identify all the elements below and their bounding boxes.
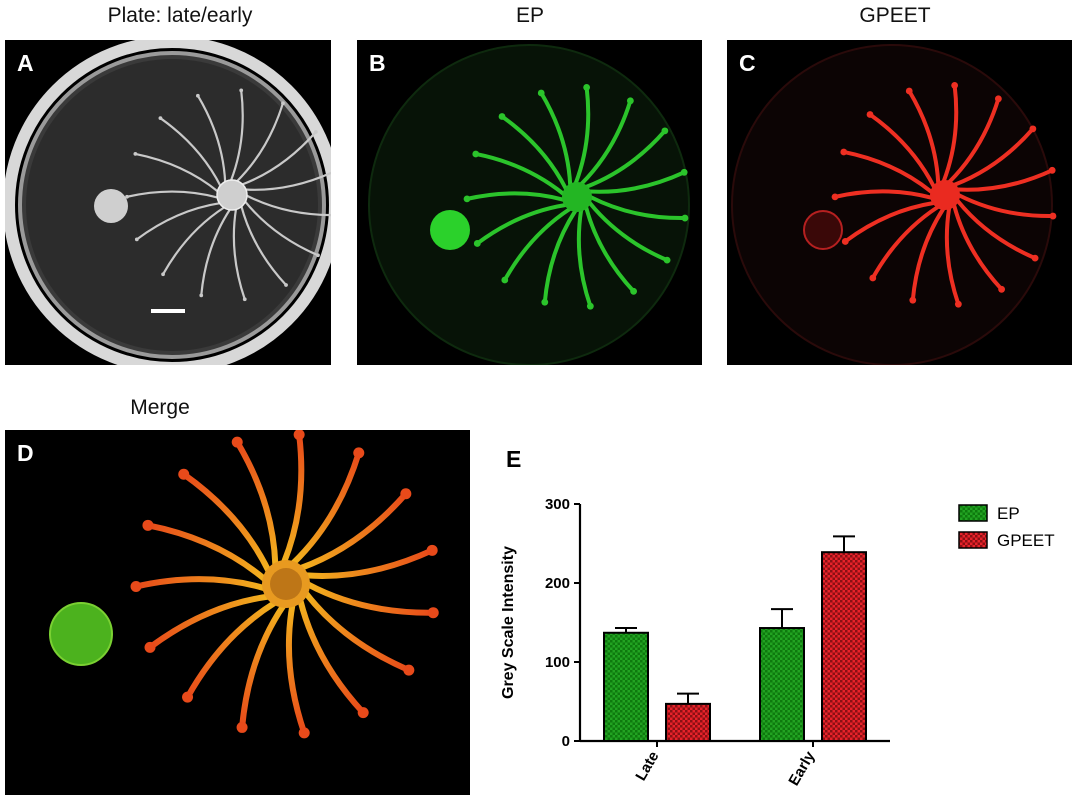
branch — [542, 208, 578, 305]
bar-ep-early — [759, 627, 805, 742]
branch — [870, 205, 940, 280]
branch — [576, 208, 593, 309]
branch — [502, 207, 572, 282]
plate-d-branches — [130, 430, 439, 739]
plate-gpeet-graphic — [731, 44, 1057, 365]
branch — [196, 94, 227, 184]
branch — [573, 85, 591, 186]
branch — [232, 207, 246, 301]
branch — [180, 471, 272, 574]
panel-c-title: GPEET — [859, 4, 931, 27]
branch — [298, 490, 409, 571]
branch — [956, 193, 1055, 219]
y-axis-label: Grey Scale Intensity — [500, 546, 517, 699]
branch — [281, 431, 305, 566]
legend-label-gpeet: GPEET — [997, 531, 1055, 550]
branch — [907, 88, 941, 185]
branch — [304, 581, 437, 616]
branch — [473, 151, 566, 196]
branch — [134, 152, 220, 193]
branch — [234, 439, 279, 568]
branch — [285, 602, 308, 736]
branch — [841, 149, 934, 194]
panel-d-letter: D — [17, 440, 34, 466]
branch — [952, 203, 1004, 292]
branch — [244, 194, 331, 217]
branch — [133, 576, 268, 592]
panel-a-letter: A — [17, 50, 34, 76]
branch — [584, 128, 667, 189]
branch — [955, 168, 1055, 192]
branch — [159, 117, 222, 188]
bar-chart: 0 100 200 300 Grey Scale Intensity Late Early E… — [500, 496, 1055, 789]
branch — [579, 98, 633, 186]
branch — [588, 195, 687, 221]
branch — [539, 90, 573, 187]
branch — [184, 599, 278, 701]
branch — [587, 170, 687, 194]
panel-c-image: C — [727, 40, 1072, 365]
panel-b-title: EP — [515, 4, 544, 27]
branch — [229, 89, 244, 183]
panel-e-letter: E — [506, 446, 522, 472]
branch — [240, 130, 317, 186]
panel-a-title: Plate: late/early — [107, 4, 253, 27]
branch — [161, 205, 226, 276]
x-tick-label: Late — [632, 749, 662, 784]
branch — [200, 207, 232, 297]
y-tick-label: 300 — [545, 496, 570, 513]
branch — [584, 205, 636, 294]
branch — [952, 126, 1035, 187]
panel-d-title: Merge — [130, 396, 190, 419]
branch — [910, 206, 946, 303]
branch — [147, 593, 271, 651]
y-tick-label: 200 — [545, 575, 570, 592]
branch — [125, 190, 220, 199]
legend-label-ep: EP — [997, 504, 1020, 523]
bar-ep-late — [603, 631, 649, 743]
y-tick-label: 0 — [562, 733, 570, 750]
branch — [947, 96, 1001, 184]
plate-ep-graphic — [368, 44, 690, 365]
branch — [944, 206, 961, 307]
y-tick-label: 100 — [545, 654, 570, 671]
x-tick-label: Early — [785, 748, 818, 789]
plate-b-branches — [463, 84, 689, 310]
branch — [500, 114, 568, 191]
branch — [290, 449, 362, 567]
panel-b-image: B — [357, 40, 702, 365]
panel-b-letter: B — [369, 50, 386, 76]
branch — [955, 198, 1038, 261]
legend-swatch-gpeet — [958, 531, 988, 549]
branch — [833, 189, 934, 200]
branch — [302, 590, 412, 674]
branch — [297, 597, 367, 716]
panel-a-image: A — [5, 40, 331, 365]
plate-a-branches — [125, 88, 331, 302]
bar-gpeet-early — [821, 551, 867, 742]
panel-c-letter: C — [739, 50, 756, 76]
branch — [144, 522, 268, 583]
bar-gpeet-late — [665, 702, 711, 742]
branch — [135, 201, 222, 241]
branch — [868, 112, 936, 189]
branch — [465, 191, 566, 202]
plate-grayscale-graphic — [5, 40, 331, 365]
legend-swatch-ep — [958, 504, 988, 522]
branch — [239, 602, 287, 731]
branch — [240, 204, 288, 287]
scale-bar — [151, 309, 185, 313]
branch — [243, 199, 320, 257]
branch — [587, 200, 670, 263]
branch — [941, 83, 959, 184]
branch — [303, 547, 436, 579]
plate-c-branches — [831, 82, 1057, 308]
branch — [235, 102, 285, 183]
branch — [243, 171, 331, 191]
plate-merge-graphic — [49, 430, 439, 739]
branch — [475, 203, 568, 246]
branch — [843, 201, 936, 244]
panel-d-image: D — [5, 430, 470, 795]
